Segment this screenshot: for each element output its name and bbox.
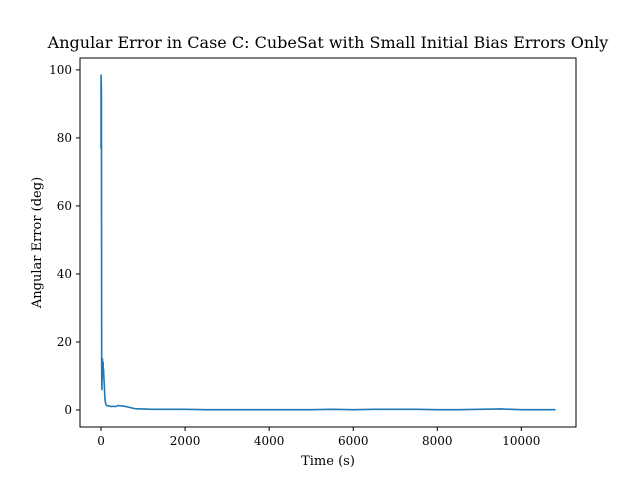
y-axis-label: Angular Error (deg) xyxy=(30,177,45,309)
x-tick-label: 2000 xyxy=(170,434,201,448)
x-tick-label: 0 xyxy=(97,434,105,448)
series-line-angular-error xyxy=(100,74,556,411)
x-axis-label: Time (s) xyxy=(301,454,355,469)
y-tick-label: 0 xyxy=(64,403,72,417)
x-tick-label: 10000 xyxy=(502,434,540,448)
x-tick-label: 6000 xyxy=(338,434,369,448)
y-tick-label: 100 xyxy=(49,63,72,77)
x-tick-label: 8000 xyxy=(422,434,453,448)
y-tick-label: 80 xyxy=(57,131,72,145)
x-tick-label: 4000 xyxy=(254,434,285,448)
y-tick-label: 60 xyxy=(57,199,72,213)
axis-ticks: 0 2000 4000 6000 8000 10000 0 20 40 60 80 100 xyxy=(49,63,540,448)
chart-title: Angular Error in Case C: CubeSat with Sm… xyxy=(47,33,609,52)
axes-frame xyxy=(79,57,577,428)
plot-area xyxy=(100,74,556,411)
y-tick-label: 40 xyxy=(57,267,72,281)
y-tick-label: 20 xyxy=(57,335,72,349)
